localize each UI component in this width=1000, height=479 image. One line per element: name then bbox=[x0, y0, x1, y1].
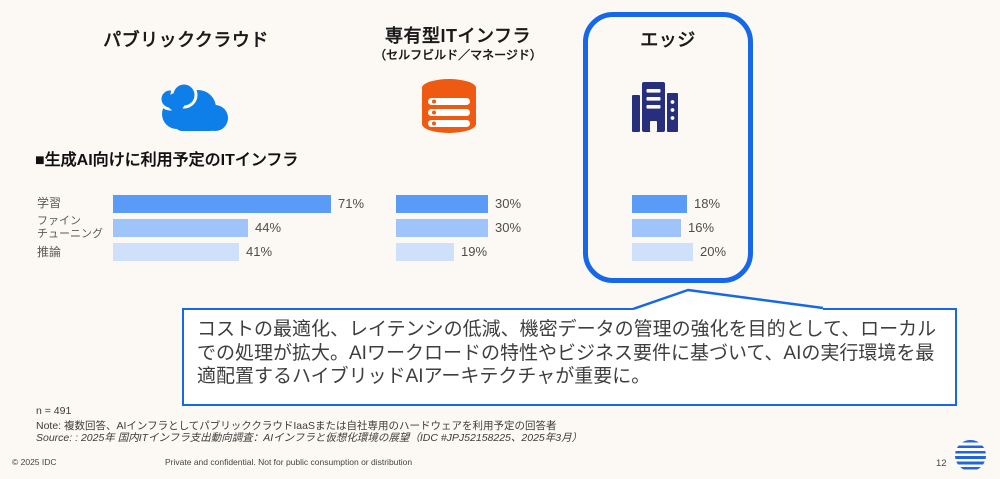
bar-value-label: 20% bbox=[700, 244, 727, 259]
column-title-edge: エッジ bbox=[640, 30, 696, 50]
bar-value-label: 16% bbox=[688, 220, 715, 235]
bar bbox=[113, 243, 239, 261]
sample-size-note: n = 491 bbox=[36, 405, 72, 417]
bar-value-label: 19% bbox=[461, 244, 488, 259]
database-icon bbox=[422, 79, 476, 133]
bar bbox=[396, 243, 454, 261]
category-label: ファイン チューニング bbox=[37, 215, 103, 240]
callout-box: コストの最適化、レイテンシの低減、機密データの管理の強化を目的として、ローカルで… bbox=[182, 308, 957, 406]
bar bbox=[632, 243, 693, 261]
survey-note: Note: 複数回答、AIインフラとしてパブリッククラウドIaaSまたは自社専用… bbox=[36, 420, 557, 432]
bar bbox=[113, 219, 248, 237]
bar-value-label: 41% bbox=[246, 244, 273, 259]
bar bbox=[113, 195, 331, 213]
category-label: 推論 bbox=[37, 245, 62, 259]
column-subtitle-dedicated: （セルフビルド／マネージド） bbox=[374, 48, 542, 62]
page-number: 12 bbox=[936, 458, 947, 469]
source-note: Source: : 2025年 国内ITインフラ支出動向調査：AIインフラと仮想… bbox=[36, 432, 583, 444]
callout-pointer bbox=[632, 288, 824, 314]
confidential-label: Private and confidential. Not for public… bbox=[165, 457, 413, 467]
bar-value-label: 30% bbox=[495, 220, 522, 235]
building-icon bbox=[632, 82, 678, 132]
edge-highlight-box bbox=[583, 12, 753, 283]
callout-text: コストの最適化、レイテンシの低減、機密データの管理の強化を目的として、ローカルで… bbox=[197, 319, 937, 387]
bar bbox=[632, 219, 681, 237]
bar-value-label: 71% bbox=[338, 196, 365, 211]
column-title-dedicated: 専有型ITインフラ bbox=[385, 26, 531, 46]
copyright-label: © 2025 IDC bbox=[12, 457, 57, 467]
idc-globe-logo bbox=[955, 440, 986, 471]
cloud-icon bbox=[158, 81, 228, 131]
bar bbox=[396, 195, 488, 213]
bar-value-label: 44% bbox=[255, 220, 282, 235]
bar-value-label: 18% bbox=[694, 196, 721, 211]
bar bbox=[632, 195, 687, 213]
chart-section-title: ■生成AI向けに利用予定のITインフラ bbox=[35, 152, 299, 169]
category-label: 学習 bbox=[37, 196, 62, 210]
bar-value-label: 30% bbox=[495, 196, 522, 211]
bar bbox=[396, 219, 488, 237]
column-title-public-cloud: パブリッククラウド bbox=[103, 30, 269, 50]
